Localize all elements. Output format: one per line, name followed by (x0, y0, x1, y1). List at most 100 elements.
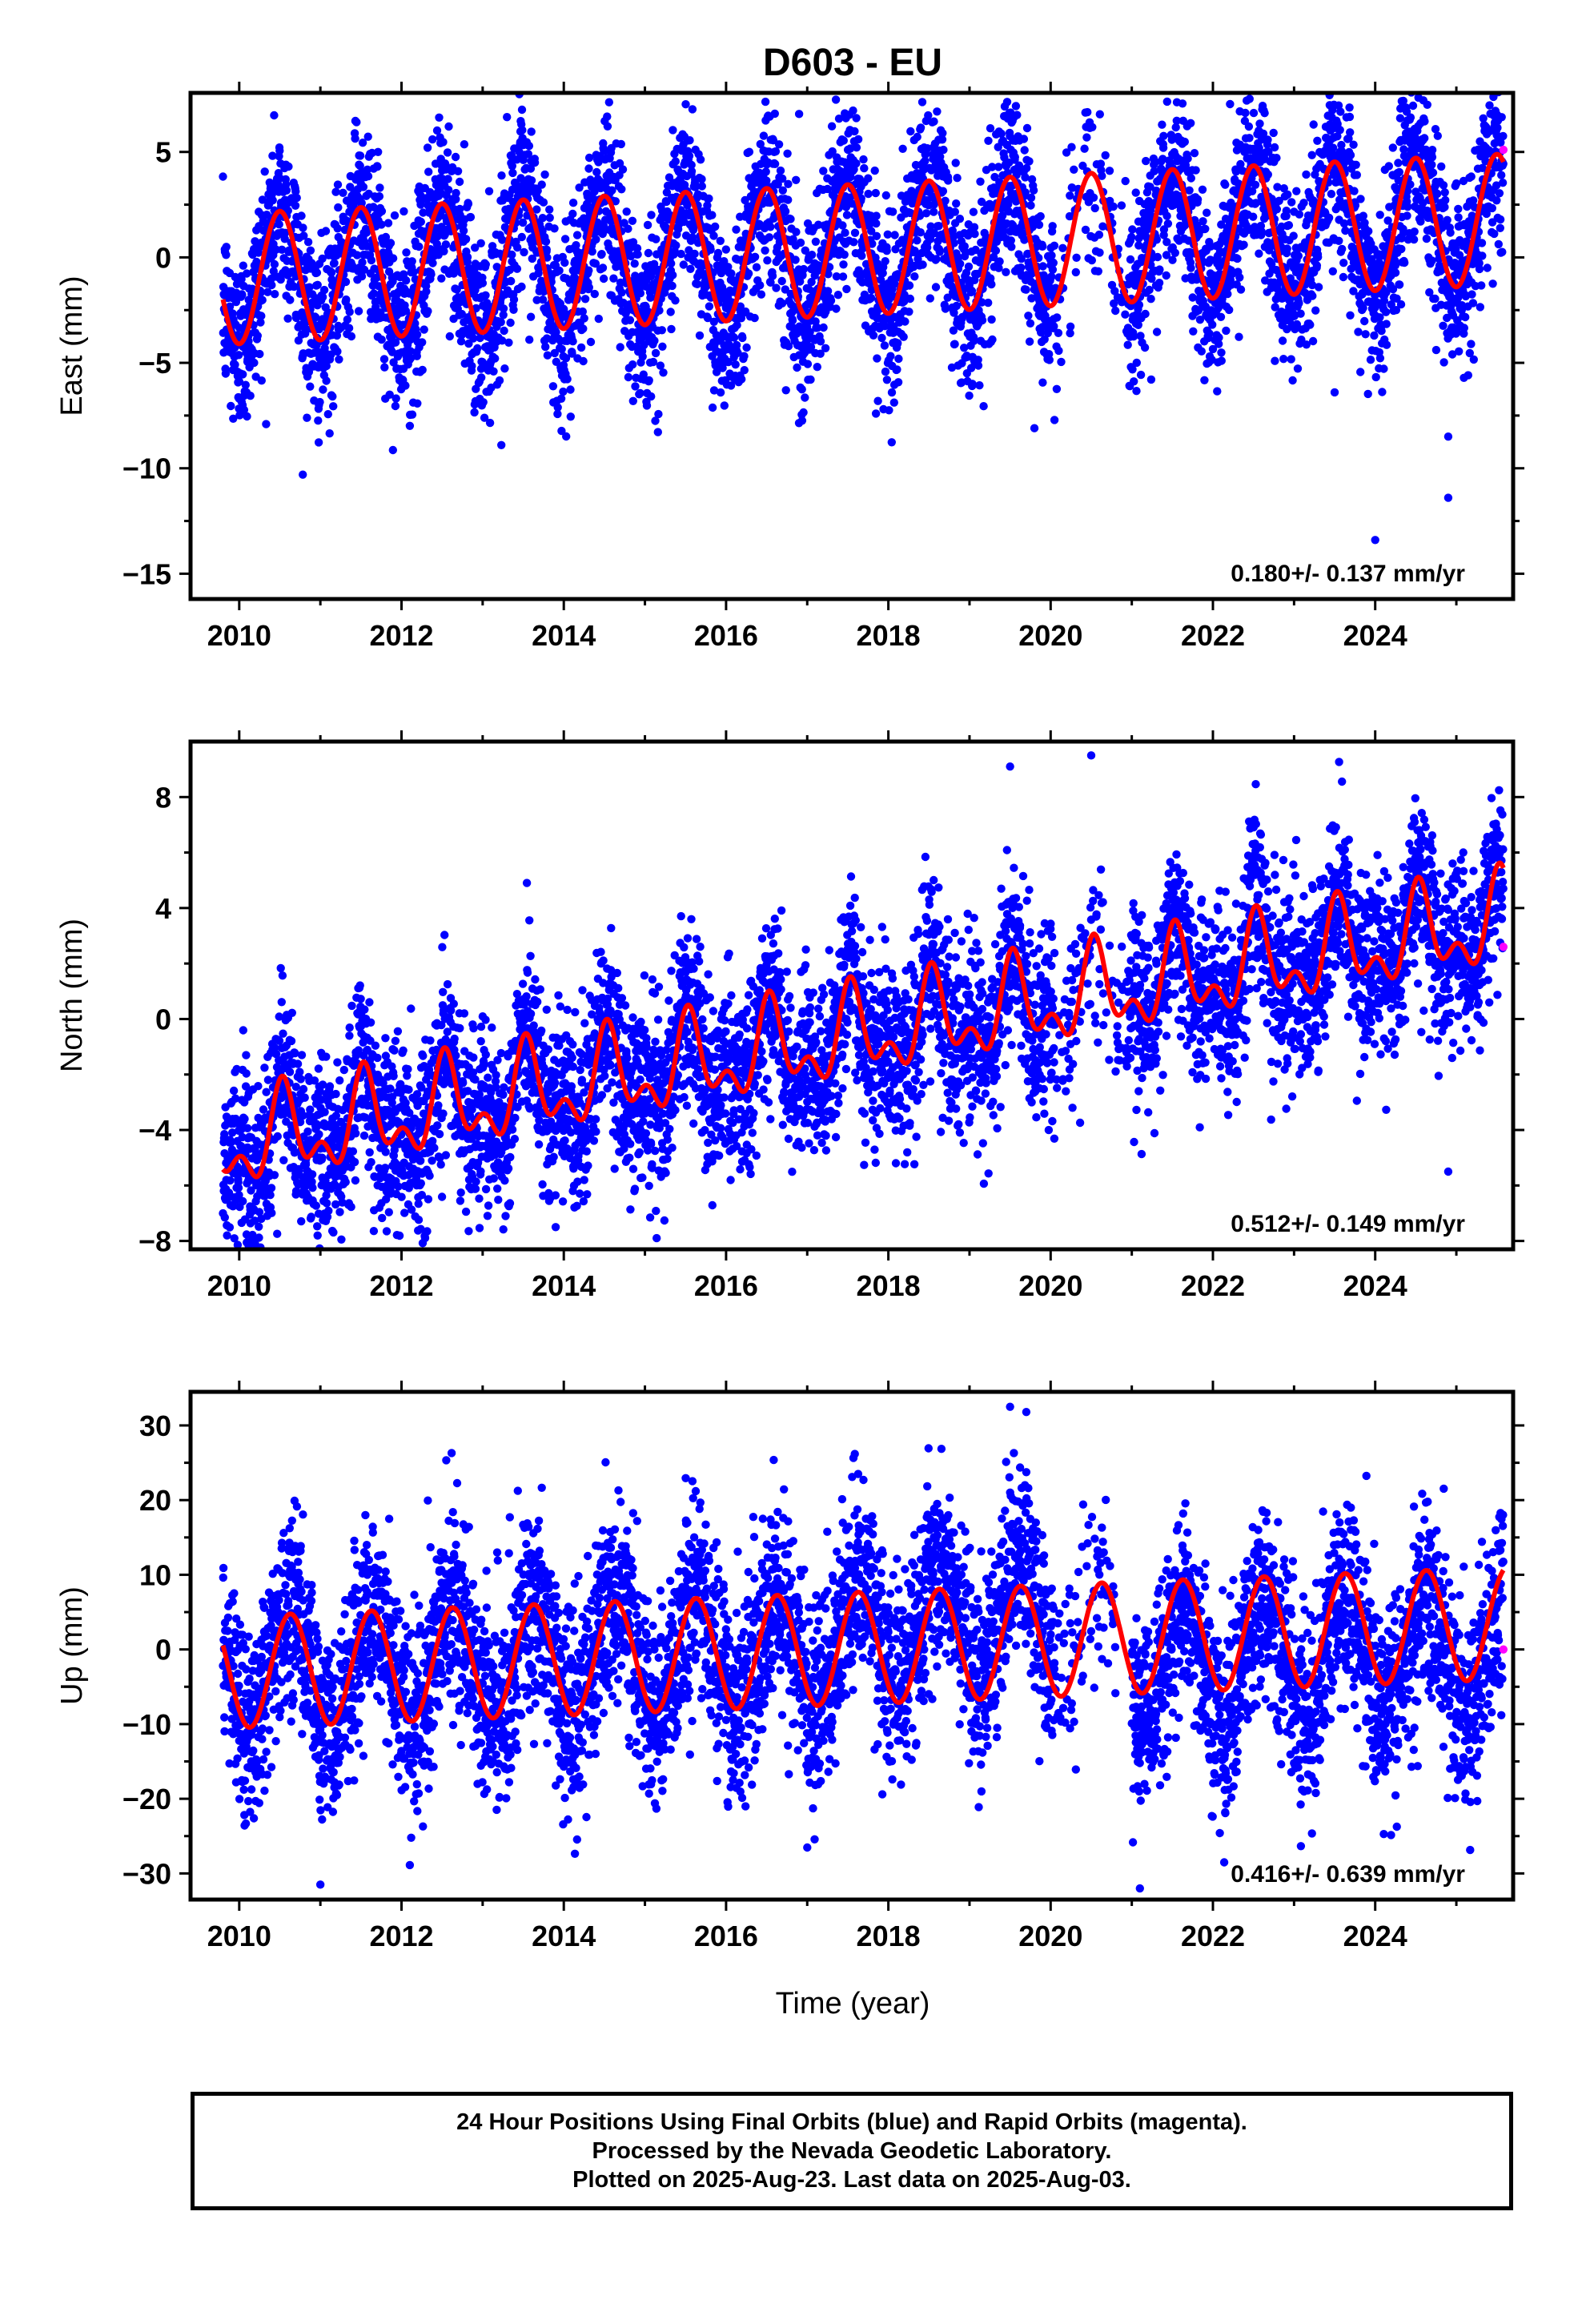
data-point (882, 376, 892, 384)
data-point (1288, 376, 1297, 385)
data-point (1257, 227, 1267, 236)
data-point (539, 198, 548, 207)
data-point (513, 243, 522, 252)
data-point (239, 405, 249, 415)
data-point (792, 227, 801, 236)
data-point (400, 207, 408, 216)
data-point (478, 279, 488, 287)
data-point (616, 82, 624, 90)
data-point (557, 426, 566, 436)
data-point (1351, 160, 1360, 169)
data-point (1375, 354, 1385, 363)
data-point (1270, 143, 1279, 152)
data-point (352, 118, 361, 127)
data-point (791, 255, 800, 264)
data-point (427, 270, 436, 279)
data-point (1025, 337, 1034, 346)
data-point (1140, 343, 1150, 352)
data-point (608, 186, 616, 195)
data-point (905, 294, 915, 304)
data-point (1306, 320, 1315, 329)
data-point (406, 354, 416, 363)
data-point (984, 136, 993, 145)
data-point (532, 296, 541, 304)
data-point (377, 335, 386, 344)
data-point (669, 271, 677, 279)
data-point (373, 163, 382, 171)
data-point (416, 217, 425, 227)
data-point (506, 318, 515, 328)
data-point (538, 296, 548, 304)
data-point (1105, 167, 1114, 175)
data-point (227, 401, 235, 411)
data-point (950, 340, 959, 348)
data-point (561, 354, 571, 363)
data-point (987, 315, 996, 324)
data-point (708, 403, 717, 412)
data-point (935, 247, 944, 256)
data-point (687, 167, 697, 176)
data-point (578, 307, 587, 316)
data-point (644, 376, 653, 385)
data-point (1185, 186, 1194, 195)
data-point (705, 302, 714, 311)
data-point (508, 250, 516, 259)
data-point (816, 337, 825, 346)
data-point (978, 316, 987, 325)
data-point (757, 290, 766, 299)
data-point (592, 235, 600, 244)
data-point (1022, 123, 1032, 133)
data-point (314, 416, 323, 425)
data-point (742, 343, 751, 352)
data-point (455, 177, 464, 187)
data-point (955, 215, 965, 223)
data-point (363, 165, 372, 174)
data-point (801, 393, 809, 402)
data-point (1327, 190, 1336, 199)
data-point (873, 354, 881, 363)
data-point (842, 284, 851, 294)
data-point (588, 247, 596, 256)
data-point (363, 132, 372, 141)
data-point (255, 349, 264, 359)
data-point (1255, 249, 1263, 258)
data-point (652, 235, 661, 243)
data-point (759, 131, 769, 140)
data-point (1225, 305, 1234, 315)
data-point (994, 163, 1003, 171)
data-point (391, 394, 400, 403)
data-point (1370, 331, 1379, 340)
data-point (1038, 262, 1047, 271)
data-point (243, 269, 251, 278)
data-point (579, 324, 588, 333)
data-point (363, 171, 373, 181)
data-point (1121, 310, 1130, 319)
data-point (432, 239, 441, 248)
data-point (600, 147, 608, 155)
data-point (1038, 242, 1047, 251)
data-point (1101, 151, 1110, 160)
data-point (479, 398, 488, 407)
data-point (842, 211, 852, 219)
data-point (1087, 255, 1097, 265)
data-point (598, 263, 608, 272)
data-point (1360, 316, 1369, 326)
data-point (277, 245, 287, 254)
data-point (603, 122, 612, 131)
data-point (852, 143, 861, 152)
data-point (339, 188, 347, 197)
data-point (752, 263, 761, 271)
data-point (568, 337, 577, 346)
data-point (1127, 232, 1136, 242)
data-point (526, 164, 536, 173)
data-point (229, 414, 238, 423)
data-point (761, 246, 769, 255)
data-point (1244, 77, 1252, 85)
data-point (1328, 54, 1336, 62)
data-point (489, 367, 498, 376)
data-point (328, 392, 337, 401)
data-point (761, 97, 770, 107)
data-point (713, 248, 723, 258)
data-point (550, 224, 559, 233)
data-point (648, 357, 658, 367)
